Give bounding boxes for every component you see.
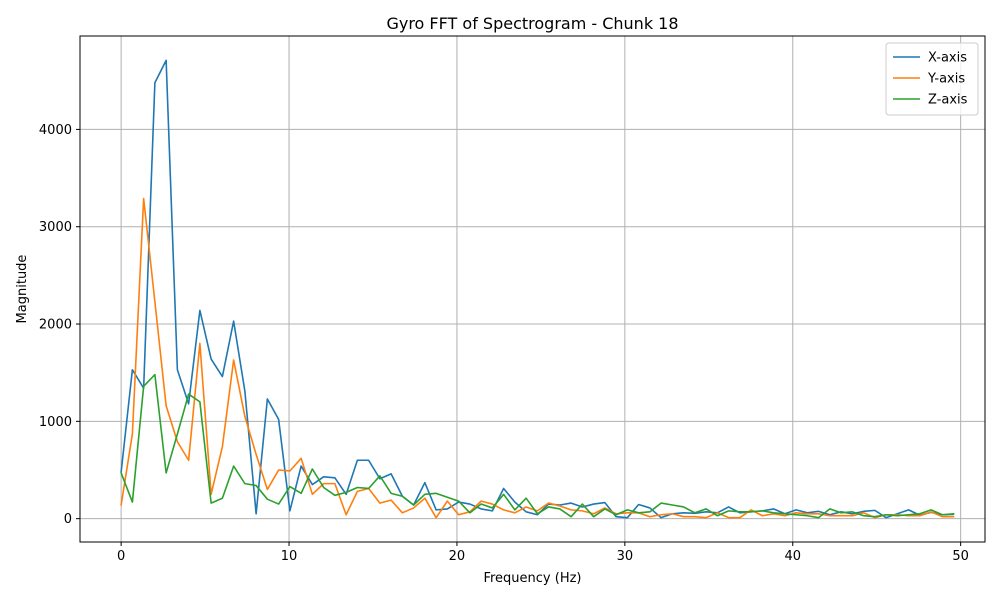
series-line-y-axis bbox=[120, 197, 955, 519]
series-line-x-axis bbox=[120, 59, 955, 519]
x-tick-label: 40 bbox=[784, 549, 801, 564]
plot-area bbox=[80, 36, 985, 542]
y-tick-label: 3000 bbox=[39, 220, 72, 235]
legend-label-z-axis: Z-axis bbox=[928, 93, 968, 108]
legend-label-y-axis: Y-axis bbox=[927, 72, 965, 87]
y-tick-label: 0 bbox=[64, 512, 72, 527]
axis-ticks: 0 10 20 30 40 50 0 1000 2000 3000 4000 bbox=[39, 123, 969, 564]
x-tick-label: 30 bbox=[617, 549, 634, 564]
legend: X-axis Y-axis Z-axis bbox=[885, 42, 979, 116]
y-tick-label: 2000 bbox=[39, 318, 72, 333]
x-tick-label: 20 bbox=[449, 549, 466, 564]
plot-frame bbox=[79, 35, 986, 543]
x-axis-label: Frequency (Hz) bbox=[483, 571, 581, 586]
y-tick-label: 1000 bbox=[39, 415, 72, 430]
series-line-z-axis bbox=[120, 373, 955, 519]
y-axis-label: Magnitude bbox=[15, 255, 30, 324]
x-tick-label: 50 bbox=[952, 549, 969, 564]
x-tick-label: 10 bbox=[281, 549, 298, 564]
legend-label-x-axis: X-axis bbox=[928, 51, 967, 66]
series-lines bbox=[120, 59, 955, 519]
x-tick-label: 0 bbox=[117, 549, 125, 564]
legend-box bbox=[885, 42, 979, 116]
chart-title: Gyro FFT of Spectrogram - Chunk 18 bbox=[386, 14, 678, 33]
y-tick-label: 4000 bbox=[39, 123, 72, 138]
grid bbox=[80, 36, 985, 542]
